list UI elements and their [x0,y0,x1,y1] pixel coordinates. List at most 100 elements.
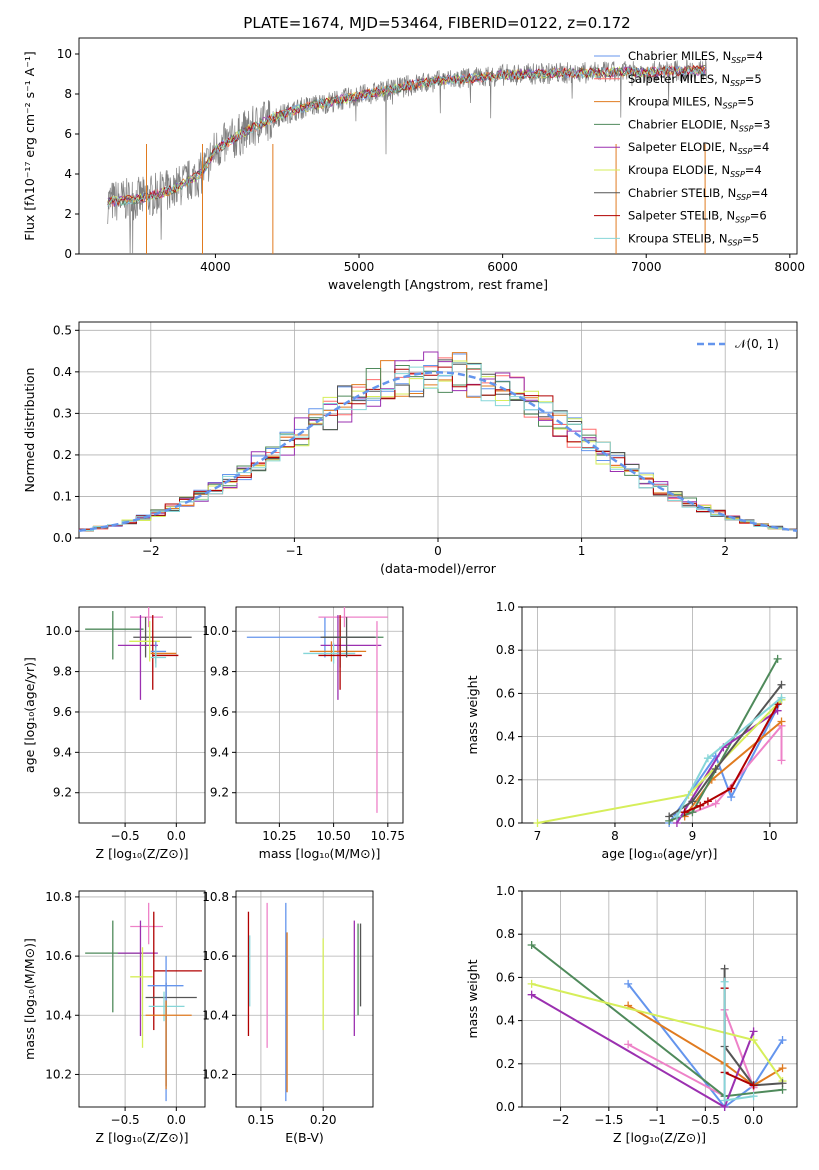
y-tick-label: 8 [64,87,72,101]
mass-vs-Z-xlabel: Z [log₁₀(Z/Z⊙)] [96,1130,189,1145]
spectrum-lines [107,58,707,254]
y-tick-label: 10.8 [45,890,72,904]
point-marker [777,717,786,726]
age-vs-Z-axes: −0.5 0.0 9.2 9.4 9.6 9.8 10.0 Z [log₁₀(Z/Z⊙)] ag… [22,606,206,861]
spectrum-ylabel: Flux [fλ10⁻¹⁷ erg cm⁻² s⁻¹ A⁻¹] [22,51,37,240]
point-marker [749,1036,758,1045]
point-marker [688,797,697,806]
x-tick-label: 7000 [631,260,662,274]
age-vs-Z-frame [78,606,206,824]
massweight-vs-Z-xlabel: Z [log₁₀(Z/Z⊙)] [613,1130,706,1145]
y-tick-label: 9.8 [210,665,229,679]
x-tick-label: 7 [534,829,542,843]
x-tick-label: 6000 [487,260,518,274]
point-marker [624,1040,633,1049]
y-tick-label: 9.4 [210,745,229,759]
legend-entry: Kroupa STELIB, NSSP=5 [628,231,759,247]
y-tick-label: 0.6 [496,970,515,984]
y-tick-label: 0.8 [496,643,515,657]
x-tick-label: 10.75 [371,829,405,843]
age-vs-Z-ylabel: age [log₁₀(age/yr)] [22,657,37,773]
legend-entry: Salpeter ELODIE, NSSP=4 [628,140,769,156]
massweight-vs-age-lines [533,654,786,827]
x-tick-label: 0.20 [310,1113,337,1127]
x-tick-label: 2 [721,544,729,558]
spectrum-axes: 4000 5000 6000 7000 8000 0 2 4 6 8 10 wavelength [A… [22,37,805,292]
x-tick-label: −2 [142,544,160,558]
mass-vs-Z-frame [78,890,206,1108]
y-tick-label: 10.8 [202,890,229,904]
mass-vs-Z-axes: −0.5 0.0 10.2 10.4 10.6 10.8 Z [log₁₀(Z/Z⊙)] ma… [22,890,206,1145]
x-tick-label: 4000 [200,260,231,274]
x-tick-label: 0.15 [248,1113,275,1127]
legend-entry: Kroupa MILES, NSSP=5 [628,95,754,111]
legend-entry: Salpeter MILES, NSSP=5 [628,72,762,88]
point-marker [749,1027,758,1036]
point-marker [624,979,633,988]
x-tick-label: 9 [689,829,697,843]
age-vs-mass-axes: 10.25 10.50 10.75 9.2 9.4 9.6 9.8 10.0 mass [log… [202,606,405,861]
x-tick-label: 10.25 [262,829,296,843]
x-tick-label: 8 [611,829,619,843]
mass-vs-Z-points [85,902,202,1102]
point-marker [711,765,720,773]
point-marker [703,754,712,763]
age-vs-mass-xlabel: mass [log₁₀(M/M⊙)] [259,846,381,861]
x-tick-label: 10 [762,829,777,843]
point-marker [672,812,681,821]
spectrum-xlabel: wavelength [Angstrom, rest frame] [328,277,548,292]
residuals-xlabel: (data-model)/error [380,561,497,576]
y-tick-label: 0.3 [53,406,72,420]
mass-weight-series-0 [627,983,784,1109]
y-tick-label: 10.4 [45,1008,72,1022]
y-tick-label: 6 [64,127,72,141]
mass-vs-ebv-frame [235,890,374,1108]
y-tick-label: 9.6 [210,705,229,719]
y-tick-label: 9.2 [53,786,72,800]
point-marker [778,1079,787,1088]
y-tick-label: 10.4 [202,1008,229,1022]
y-tick-label: 2 [64,207,72,221]
histogram-8 [79,362,797,531]
x-tick-label: −2 [552,1113,570,1127]
y-tick-label: 0.8 [496,927,515,941]
massweight-vs-age-frame [521,606,798,824]
legend-entry: Kroupa ELODIE, NSSP=4 [628,163,762,179]
massweight-vs-Z-ylabel: mass weight [465,959,480,1038]
point-marker [703,797,712,806]
model-line-8 [107,65,706,208]
x-tick-label: 0.0 [744,1113,763,1127]
point-marker [720,1096,729,1105]
y-tick-label: 0.4 [496,730,515,744]
observed-spectrum [107,58,707,254]
y-tick-label: 0.5 [53,323,72,337]
y-tick-label: 1.0 [496,600,515,614]
point-marker [720,964,729,973]
y-tick-label: 1.0 [496,884,515,898]
mass-weight-series-1 [676,723,783,820]
massweight-vs-age-axes: 7 8 9 10 0.0 0.2 0.4 0.6 0.8 1.0 age [log₁₀(age/yr… [465,600,798,861]
x-tick-label: 5000 [344,260,375,274]
mass-weight-series-2 [627,1004,784,1087]
mass-vs-ebv-points [247,902,362,1102]
mass-weight-series-2 [683,720,783,818]
y-tick-label: 9.2 [210,786,229,800]
age-vs-Z-xlabel: Z [log₁₀(Z/Z⊙)] [96,846,189,861]
mass-weight-series-6 [668,684,783,818]
massweight-vs-Z-lines [527,941,787,1111]
massweight-vs-Z-frame [521,890,798,1108]
age-vs-Z-points [85,607,192,700]
spectrum-frame [78,37,798,255]
y-tick-label: 0.1 [53,489,72,503]
x-tick-label: 10.50 [316,829,350,843]
y-tick-label: 10.2 [45,1067,72,1081]
point-marker [727,784,736,793]
legend-entry: Chabrier STELIB, NSSP=4 [628,186,768,202]
mass-vs-ebv-xlabel: E(B-V) [285,1130,324,1145]
x-tick-label: 0.0 [167,1113,186,1127]
figure-title: PLATE=1674, MJD=53464, FIBERID=0122, z=0… [243,14,630,32]
model-line-7 [107,64,707,207]
y-tick-label: 9.4 [53,745,72,759]
